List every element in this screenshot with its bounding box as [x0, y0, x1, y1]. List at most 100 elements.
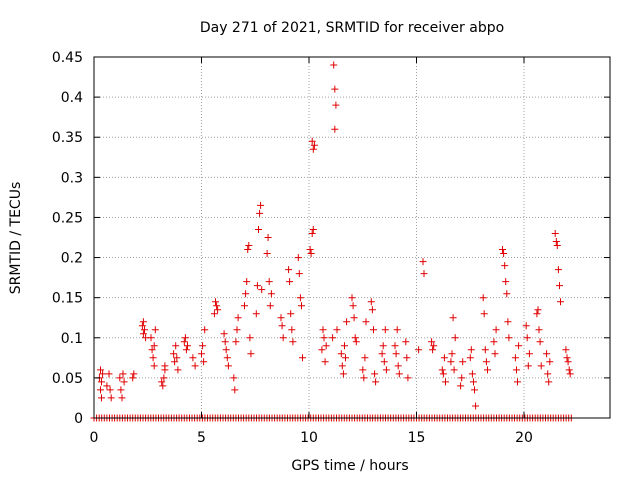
data-point	[222, 346, 230, 354]
gridlines	[94, 57, 610, 418]
data-point	[173, 354, 181, 362]
y-tick-label: 0	[74, 411, 83, 427]
data-point	[342, 354, 349, 362]
data-point	[309, 145, 317, 153]
data-point	[381, 326, 389, 334]
data-point	[420, 270, 428, 278]
data-point	[232, 338, 240, 346]
plot-frame	[93, 56, 611, 419]
data-point	[158, 378, 166, 386]
data-point	[289, 338, 297, 346]
y-tick-label: 0.3	[61, 170, 83, 186]
data-point	[339, 370, 347, 378]
data-point	[141, 326, 148, 334]
data-point	[503, 290, 511, 298]
data-point	[295, 270, 303, 278]
data-point	[150, 362, 158, 370]
data-point	[343, 318, 351, 326]
data-point	[515, 342, 523, 350]
data-point	[244, 246, 252, 253]
data-point	[370, 326, 377, 334]
data-point	[294, 254, 302, 262]
data-point	[428, 338, 436, 346]
data-point	[524, 362, 532, 370]
data-point	[352, 338, 360, 346]
data-point	[285, 266, 293, 274]
data-point	[246, 334, 254, 342]
data-point	[117, 386, 125, 394]
data-point	[480, 310, 488, 318]
data-point	[566, 370, 574, 378]
data-point	[551, 230, 559, 237]
data-point	[120, 378, 128, 386]
data-point	[279, 334, 287, 342]
data-point	[243, 278, 251, 286]
data-point	[360, 374, 368, 382]
data-point	[382, 366, 390, 374]
data-point	[470, 378, 477, 386]
y-tick-label: 0.2	[61, 251, 83, 267]
data-point	[189, 354, 197, 362]
data-point	[472, 402, 480, 410]
data-point	[492, 326, 500, 334]
data-point	[201, 326, 209, 334]
data-point	[378, 350, 386, 358]
data-point	[214, 306, 222, 314]
data-point	[105, 370, 113, 378]
data-point	[138, 322, 146, 330]
data-point	[181, 334, 189, 342]
data-point	[394, 362, 402, 370]
data-point	[103, 382, 111, 390]
data-point	[139, 330, 147, 338]
data-point	[514, 378, 521, 386]
data-point	[199, 342, 207, 350]
data-point	[404, 374, 412, 382]
data-point	[511, 354, 519, 362]
data-point	[106, 386, 114, 394]
data-point	[504, 318, 512, 326]
data-point	[499, 246, 506, 253]
data-point	[224, 362, 232, 370]
data-point	[107, 394, 115, 402]
data-point	[278, 322, 286, 330]
data-point	[253, 282, 261, 290]
data-point	[200, 358, 208, 366]
data-point	[264, 234, 272, 241]
x-tick-label: 20	[515, 430, 533, 446]
data-point	[319, 326, 327, 334]
data-point	[242, 290, 250, 298]
data-point	[430, 342, 438, 350]
data-point	[442, 378, 449, 386]
data-point	[534, 306, 542, 314]
data-point	[337, 350, 345, 358]
data-point	[380, 358, 388, 366]
data-point	[119, 370, 127, 378]
x-tick-label: 15	[408, 430, 426, 446]
data-point	[479, 294, 487, 302]
data-point	[130, 370, 138, 378]
data-point	[471, 386, 478, 394]
data-point	[395, 370, 403, 378]
data-point	[535, 326, 543, 334]
data-point	[97, 366, 104, 374]
data-point	[263, 250, 271, 257]
y-tick-label: 0.35	[52, 130, 83, 146]
data-point	[161, 362, 169, 370]
y-axis-label: SRMTID / TECUs	[8, 182, 24, 295]
data-point	[482, 358, 490, 366]
data-point	[299, 354, 306, 362]
data-point	[147, 334, 155, 342]
data-point	[481, 346, 489, 354]
chart-title: Day 271 of 2021, SRMTID for receiver abp…	[200, 20, 504, 36]
data-point	[257, 201, 265, 209]
data-point	[371, 370, 379, 378]
data-point	[546, 358, 554, 366]
data-point	[184, 342, 191, 350]
data-point	[322, 342, 330, 350]
data-point	[562, 346, 570, 354]
data-point	[252, 310, 260, 318]
data-point	[505, 334, 513, 342]
data-point	[309, 226, 317, 233]
data-point	[149, 354, 157, 362]
data-point	[307, 250, 315, 257]
